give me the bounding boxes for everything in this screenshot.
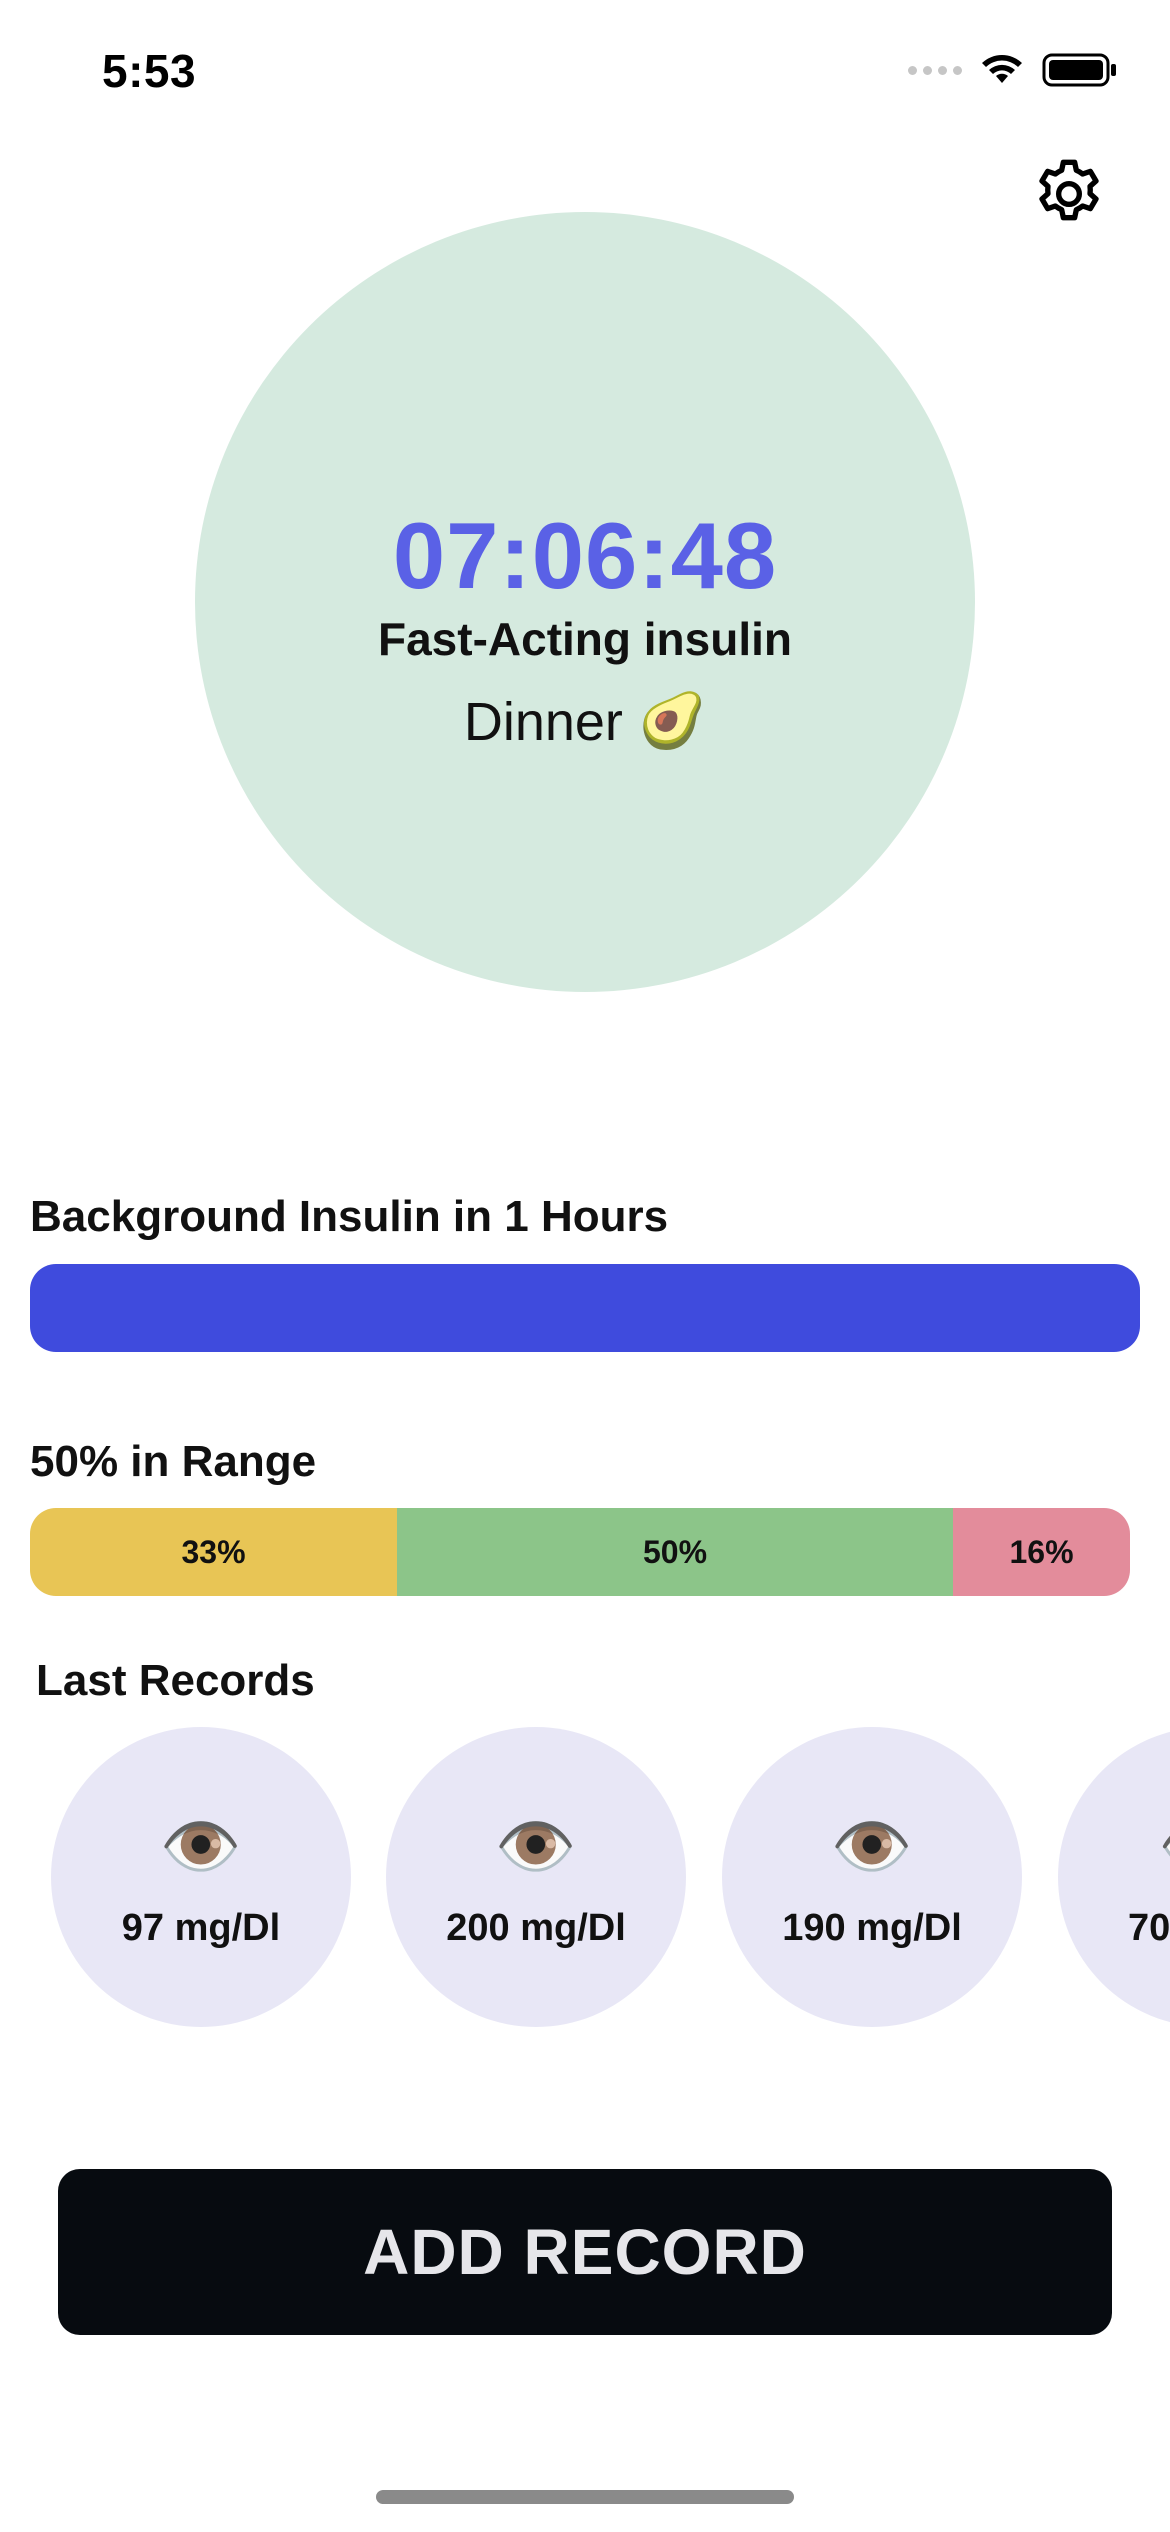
record-card[interactable]: 👁️ 200 mg/Dl [386, 1727, 686, 2027]
range-segment-low: 33% [30, 1508, 397, 1596]
insulin-timer-circle[interactable]: 07:06:48 Fast-Acting insulin Dinner 🥑 [195, 212, 975, 992]
battery-icon [1042, 53, 1116, 87]
add-record-button[interactable]: ADD RECORD [58, 2169, 1112, 2335]
last-records-list[interactable]: 👁️ 97 mg/Dl 👁️ 200 mg/Dl 👁️ 190 mg/Dl 👁️… [0, 1727, 1170, 2027]
range-segment-high: 16% [953, 1508, 1130, 1596]
record-card[interactable]: 👁️ 70 [1058, 1727, 1170, 2027]
status-bar-time: 5:53 [102, 45, 197, 97]
background-insulin-progress-bar [30, 1264, 1140, 1352]
record-value: 70 [1128, 1907, 1170, 1949]
status-bar-icons [908, 52, 1118, 88]
insulin-type-label: Fast-Acting insulin [378, 613, 792, 665]
range-title: 50% in Range [30, 1437, 317, 1486]
gear-icon [1039, 159, 1099, 221]
meal-row: Dinner 🥑 [195, 690, 975, 753]
eye-icon: 👁️ [1058, 1813, 1170, 1879]
record-value: 190 mg/Dl [782, 1907, 962, 1949]
range-distribution-bar: 33% 50% 16% [30, 1508, 1130, 1596]
record-value: 97 mg/Dl [121, 1907, 281, 1949]
last-records-title: Last Records [36, 1656, 315, 1705]
eye-icon: 👁️ [830, 1809, 914, 1883]
range-segment-in-range: 50% [397, 1508, 953, 1596]
eye-icon: 👁️ [159, 1809, 243, 1883]
record-card[interactable]: 👁️ 97 mg/Dl [51, 1727, 351, 2027]
settings-button[interactable] [1027, 152, 1111, 236]
record-value: 200 mg/Dl [446, 1907, 626, 1949]
background-insulin-title: Background Insulin in 1 Hours [30, 1192, 669, 1241]
record-card[interactable]: 👁️ 190 mg/Dl [722, 1727, 1022, 2027]
wifi-icon [982, 55, 1022, 83]
avocado-icon: 🥑 [638, 691, 707, 751]
cellular-signal-icon [908, 65, 962, 75]
home-indicator[interactable] [376, 2490, 794, 2504]
countdown-timer: 07:06:48 [392, 503, 778, 608]
eye-icon: 👁️ [494, 1809, 578, 1883]
meal-label: Dinner [463, 691, 623, 752]
